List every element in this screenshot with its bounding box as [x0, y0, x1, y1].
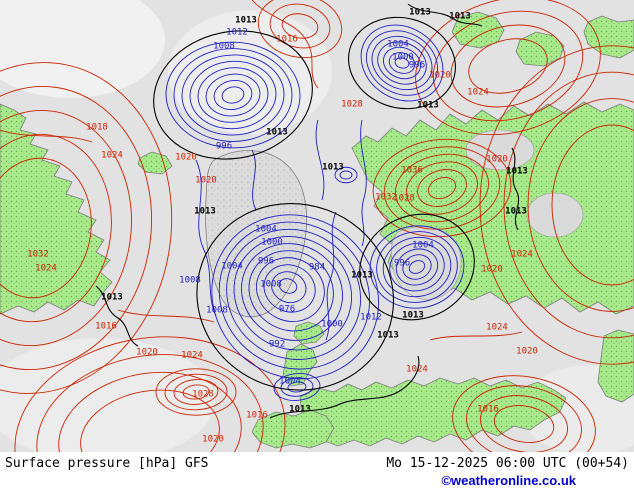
land-britain	[282, 343, 318, 387]
isobars-low	[165, 24, 465, 401]
land-west-coast	[0, 103, 113, 315]
land-iberia	[251, 409, 335, 449]
status-bar: Surface pressure [hPa] GFS Mo 15-12-2025…	[0, 452, 634, 490]
isobar-map-canvas	[0, 0, 634, 452]
land-iceland	[293, 321, 325, 345]
land-arctic-island-3	[583, 15, 634, 59]
credit-link[interactable]: ©weatheronline.co.uk	[441, 473, 576, 488]
land-east-edge	[597, 329, 634, 403]
isobars-1013	[95, 3, 520, 419]
surface-pressure-map: 1013 1013 1013 1013 1013 1013 1013 1013 1013 1013…	[0, 0, 634, 452]
isobars-high	[0, 0, 634, 452]
land-small-west	[137, 151, 173, 175]
product-label: Surface pressure [hPa] GFS	[5, 456, 209, 471]
datetime-label: Mo 15-12-2025 06:00 UTC (00+54)	[386, 456, 629, 471]
